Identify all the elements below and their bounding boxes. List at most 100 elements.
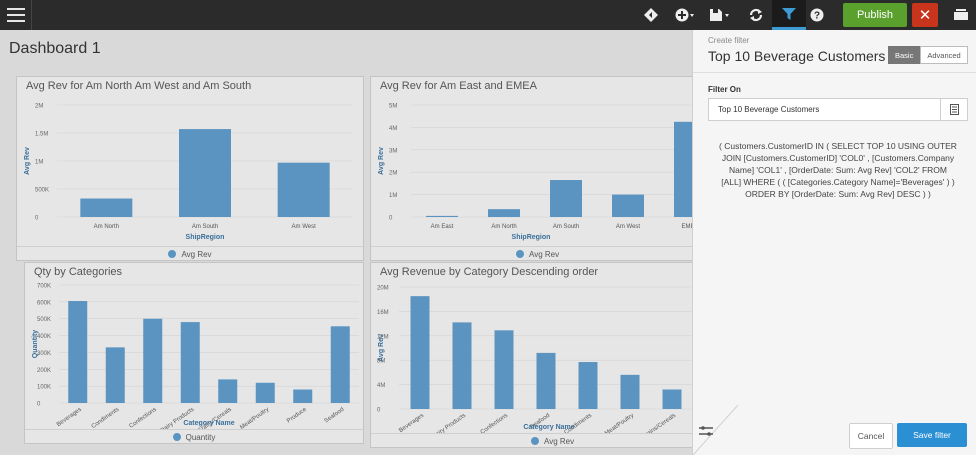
advanced-mode-button[interactable]: Advanced — [920, 46, 968, 64]
chart-legend: Avg Rev — [371, 433, 692, 447]
bar — [330, 326, 350, 403]
legend-label: Avg Rev — [544, 436, 575, 446]
x-tick-label: Am North — [94, 224, 119, 230]
x-tick-label: Meat/Poultry — [604, 413, 635, 433]
save-icon[interactable] — [703, 0, 737, 30]
y-tick-label: 100K — [37, 385, 51, 391]
x-axis-label: Category Name — [523, 424, 574, 431]
filter-panel-footer: Cancel Save filter — [693, 405, 976, 455]
chart-legend: Avg Rev — [371, 246, 692, 260]
bar — [536, 352, 556, 409]
filter-icon[interactable] — [772, 0, 806, 30]
y-axis-label: Avg Rev — [24, 147, 31, 175]
y-tick-label: 600K — [37, 300, 51, 306]
chart-title: Avg Rev for Am East and EMEA — [380, 80, 537, 92]
bar — [578, 362, 598, 409]
close-icon: ✕ — [918, 7, 932, 24]
save-filter-button[interactable]: Save filter — [897, 423, 967, 447]
basic-mode-button[interactable]: Basic — [888, 46, 921, 64]
chart-title: Qty by Categories — [34, 266, 123, 278]
chart-panel-3[interactable]: Qty by Categories 700K 600K 500K 400K 300K 20… — [24, 262, 364, 444]
y-tick-label: 400K — [37, 334, 51, 340]
top-toolbar: ? Publish ✕ — [0, 0, 976, 30]
legend-swatch — [172, 433, 181, 441]
expand-icon[interactable] — [946, 0, 976, 30]
y-tick-label: 1.5M — [35, 132, 48, 138]
x-tick-label: EMEA — [681, 224, 692, 230]
create-filter-panel: Create filter Top 10 Beverage Customers … — [692, 30, 976, 455]
filter-on-value[interactable]: Top 10 Beverage Customers — [718, 105, 820, 114]
y-tick-label: 4M — [377, 383, 385, 389]
y-tick-label: 0 — [37, 402, 41, 408]
field-picker-icon[interactable] — [940, 99, 967, 120]
bar — [488, 209, 520, 217]
cancel-button[interactable]: Cancel — [849, 423, 893, 449]
x-tick-label: Am West — [292, 224, 317, 230]
x-axis-label: ShipRegion — [512, 234, 551, 241]
mode-toggle: Basic Advanced — [888, 46, 968, 64]
y-tick-label: 20M — [377, 286, 389, 292]
y-tick-label: 0 — [35, 216, 39, 222]
bar — [293, 389, 313, 403]
y-tick-label: 4M — [389, 126, 397, 132]
y-tick-label: 3M — [389, 148, 397, 154]
chart-title: Avg Revenue by Category Descending order — [380, 266, 599, 278]
x-tick-label: Grains/Cereals — [641, 413, 677, 433]
bar — [494, 330, 514, 409]
chart-panel-4[interactable]: Avg Revenue by Category Descending order… — [370, 262, 692, 448]
bar — [410, 296, 430, 409]
refresh-icon[interactable] — [739, 0, 773, 30]
y-tick-label: 5M — [389, 104, 397, 110]
legend-label: Avg Rev — [529, 249, 560, 259]
bar — [277, 162, 330, 217]
chart-panel-1[interactable]: Avg Rev for Am North Am West and Am Sout… — [16, 76, 364, 261]
filter-on-field[interactable]: Top 10 Beverage Customers — [708, 98, 968, 121]
bar — [620, 374, 640, 409]
x-axis-label: ShipRegion — [186, 234, 225, 241]
dashboard-canvas: Dashboard 1 Avg Rev for Am North Am West… — [0, 30, 692, 455]
x-tick-label: Dairy Products — [431, 413, 467, 433]
bar-chart-3: 700K 600K 500K 400K 300K 200K 100K 0 Quantity Bev… — [32, 284, 359, 429]
close-button[interactable]: ✕ — [912, 3, 938, 27]
y-tick-label: 8M — [377, 359, 385, 365]
x-tick-label: Produce — [286, 406, 308, 424]
legend-swatch — [531, 437, 539, 445]
add-icon[interactable] — [668, 0, 702, 30]
x-tick-label: Am East — [431, 224, 454, 230]
help-icon[interactable]: ? — [800, 0, 834, 30]
diamond-icon[interactable] — [634, 0, 668, 30]
x-tick-label: Am South — [553, 224, 579, 230]
bar — [674, 121, 692, 217]
filter-expression: ( Customers.CustomerID IN ( SELECT TOP 1… — [719, 141, 957, 199]
chart-legend: Avg Rev — [17, 246, 363, 260]
divider-line — [693, 405, 739, 455]
bar-chart-1: 2M 1.5M 1M 500K 0 Avg Rev Am North Am South Am W… — [24, 104, 353, 241]
bar — [68, 301, 88, 403]
filter-title: Top 10 Beverage Customers — [708, 48, 886, 64]
bar — [80, 198, 133, 217]
y-tick-label: 1M — [35, 160, 43, 166]
x-tick-label: Am West — [616, 224, 641, 230]
x-tick-label: Condiments — [91, 407, 121, 429]
legend-swatch — [516, 250, 524, 258]
bar — [612, 194, 644, 217]
bar — [426, 215, 458, 217]
chart-panel-2[interactable]: Avg Rev for Am East and EMEA 5M 4M 3M 2M 1M 0… — [370, 76, 692, 261]
legend-label: Avg Rev — [181, 249, 212, 259]
bar — [550, 180, 582, 217]
filter-settings-icon[interactable] — [699, 423, 713, 441]
bar — [452, 322, 472, 409]
y-axis-label: Avg Rev — [378, 334, 385, 362]
x-tick-label: Seafood — [324, 407, 346, 425]
bar — [662, 389, 682, 409]
bar — [218, 379, 238, 403]
publish-button[interactable]: Publish — [843, 3, 907, 27]
menu-icon[interactable] — [0, 0, 32, 30]
bar — [179, 129, 231, 217]
legend-label: Quantity — [185, 432, 216, 442]
x-tick-label: Beverages — [56, 407, 83, 428]
page-title: Dashboard 1 — [9, 40, 101, 57]
x-tick-label: Meat/Poultry — [239, 407, 270, 429]
bar — [255, 382, 275, 403]
y-tick-label: 0 — [377, 408, 381, 414]
